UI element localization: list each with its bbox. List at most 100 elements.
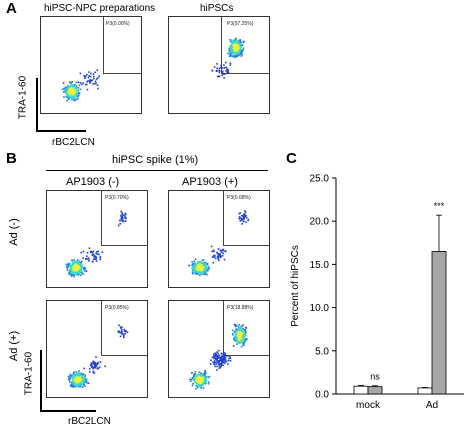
cell-event [229, 50, 232, 52]
cell-event [72, 96, 74, 98]
cell-event [242, 335, 244, 337]
cell-event [237, 331, 239, 333]
cell-event [92, 83, 95, 85]
cell-event [238, 338, 241, 340]
cell-event [75, 86, 78, 89]
cell-event [125, 217, 127, 220]
cell-event [201, 264, 204, 266]
cell-event [124, 333, 126, 335]
cell-event [94, 71, 96, 74]
cell-event [93, 256, 95, 258]
cell-event [88, 71, 90, 73]
cell-event [204, 265, 206, 268]
cell-event [216, 357, 219, 359]
cell-event [236, 44, 239, 46]
cell-event [93, 258, 96, 260]
cell-event [213, 355, 216, 357]
cell-event [194, 370, 197, 373]
cell-event [75, 92, 77, 95]
cell-event [239, 340, 242, 343]
cell-event [71, 81, 74, 83]
cell-event [83, 383, 85, 385]
cell-event [222, 357, 225, 359]
cell-event [233, 330, 236, 333]
cell-event [73, 97, 75, 99]
cell-event [215, 361, 217, 364]
cell-event [121, 216, 123, 218]
gate-a2 [221, 17, 269, 74]
cell-event [205, 376, 207, 379]
cell-event [77, 265, 80, 268]
cell-event [76, 267, 79, 269]
cell-event [205, 381, 207, 384]
cell-event [70, 270, 73, 272]
cell-event [221, 353, 223, 355]
cell-event [72, 382, 74, 384]
cell-event [218, 365, 221, 367]
cell-event [120, 214, 122, 217]
scatter-a1 [61, 69, 100, 102]
cell-event [229, 62, 232, 65]
cell-event [231, 48, 233, 51]
cell-event [67, 263, 70, 265]
cell-event [239, 326, 241, 329]
cell-event [97, 250, 99, 253]
cell-event [76, 94, 78, 97]
cell-event [218, 363, 220, 366]
cell-event [237, 50, 239, 52]
scatter-b1 [65, 210, 127, 278]
cell-event [91, 251, 94, 254]
significance-label: ns [370, 371, 380, 381]
cell-event [95, 258, 97, 261]
cell-event [210, 359, 212, 362]
cell-event [235, 43, 237, 45]
cell-event [227, 363, 229, 365]
cell-event [70, 95, 73, 98]
cell-event [86, 83, 88, 86]
cell-event [223, 77, 225, 79]
cell-event [200, 375, 202, 377]
cell-event [240, 52, 243, 54]
cell-event [220, 357, 223, 360]
cell-event [212, 261, 215, 264]
cell-event [211, 69, 214, 72]
cell-event [243, 332, 245, 335]
cell-event [196, 379, 199, 382]
cell-event [73, 268, 75, 270]
cell-event [220, 365, 222, 368]
cell-event [73, 384, 75, 386]
cell-event [192, 266, 195, 268]
cell-event [74, 87, 76, 90]
cell-event [227, 359, 230, 362]
cell-event [239, 50, 241, 52]
cell-event [238, 49, 241, 51]
flow-plot-b2: P3(0.68%) [168, 190, 270, 288]
cell-event [201, 383, 203, 385]
cell-event [199, 272, 202, 275]
cell-event [214, 357, 217, 359]
cell-event [247, 218, 250, 221]
cell-event [77, 87, 80, 89]
cell-event [219, 357, 222, 359]
cell-event [207, 270, 209, 272]
cell-event [69, 378, 72, 380]
cell-event [239, 327, 241, 330]
cell-event [243, 339, 245, 341]
cell-event [72, 91, 74, 93]
cell-event [244, 332, 247, 335]
cell-event [196, 381, 199, 383]
panel-letter-b: B [6, 150, 17, 167]
cell-event [233, 55, 235, 57]
cell-event [81, 374, 84, 377]
cell-event [192, 262, 195, 265]
cell-event [224, 356, 227, 359]
cell-event [205, 376, 208, 378]
cell-event [82, 383, 84, 386]
cell-event [237, 47, 239, 50]
cell-event [72, 384, 74, 387]
cell-event [245, 338, 248, 340]
cell-event [123, 214, 126, 217]
cell-event [218, 362, 220, 365]
cell-event [63, 96, 65, 98]
cell-event [202, 387, 205, 389]
